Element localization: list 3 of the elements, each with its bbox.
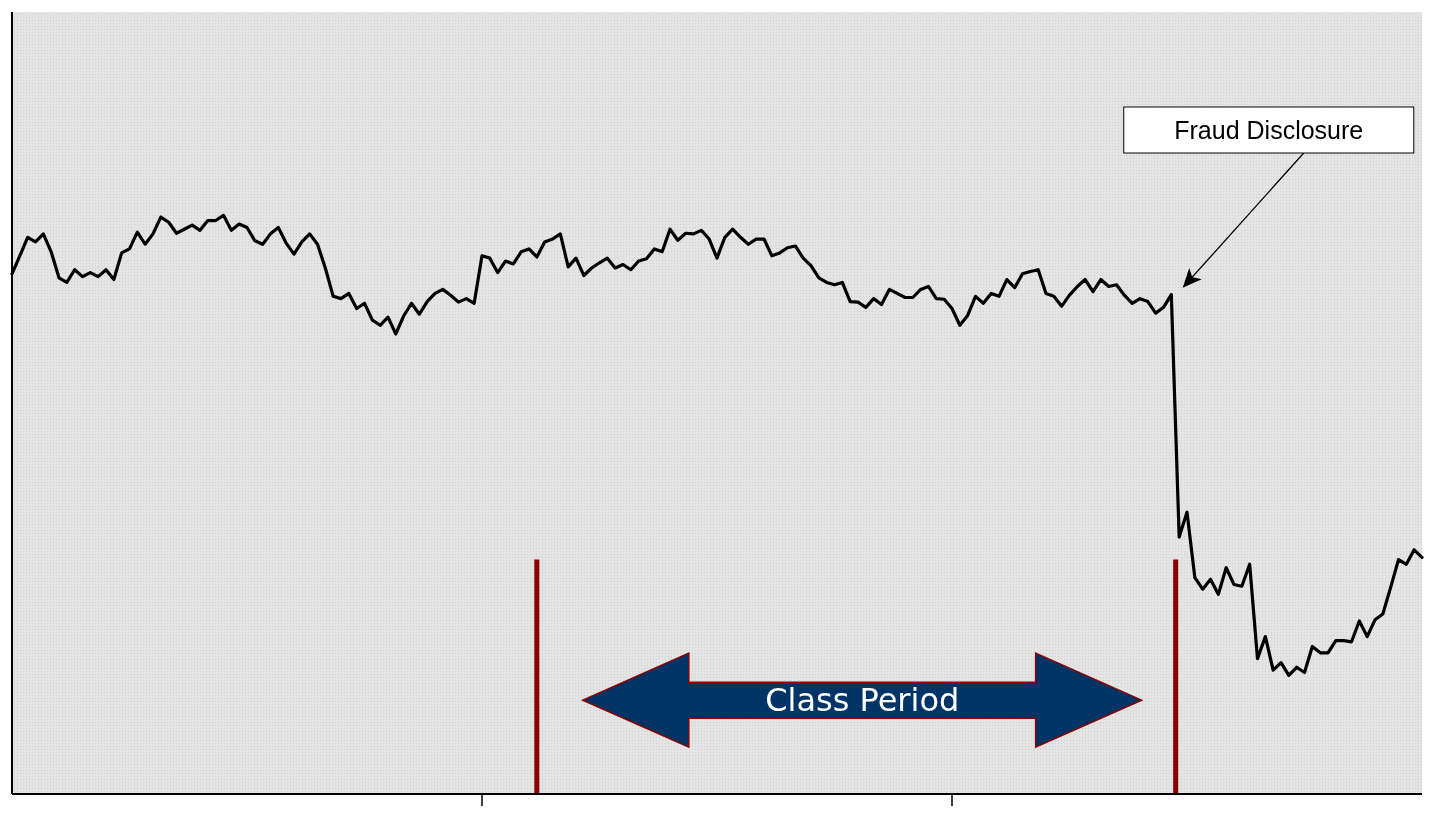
double-headed-arrow: Class Period [580,652,1144,749]
text: Fraud Disclosure [1174,116,1364,144]
annotation: Class Period [765,681,960,720]
